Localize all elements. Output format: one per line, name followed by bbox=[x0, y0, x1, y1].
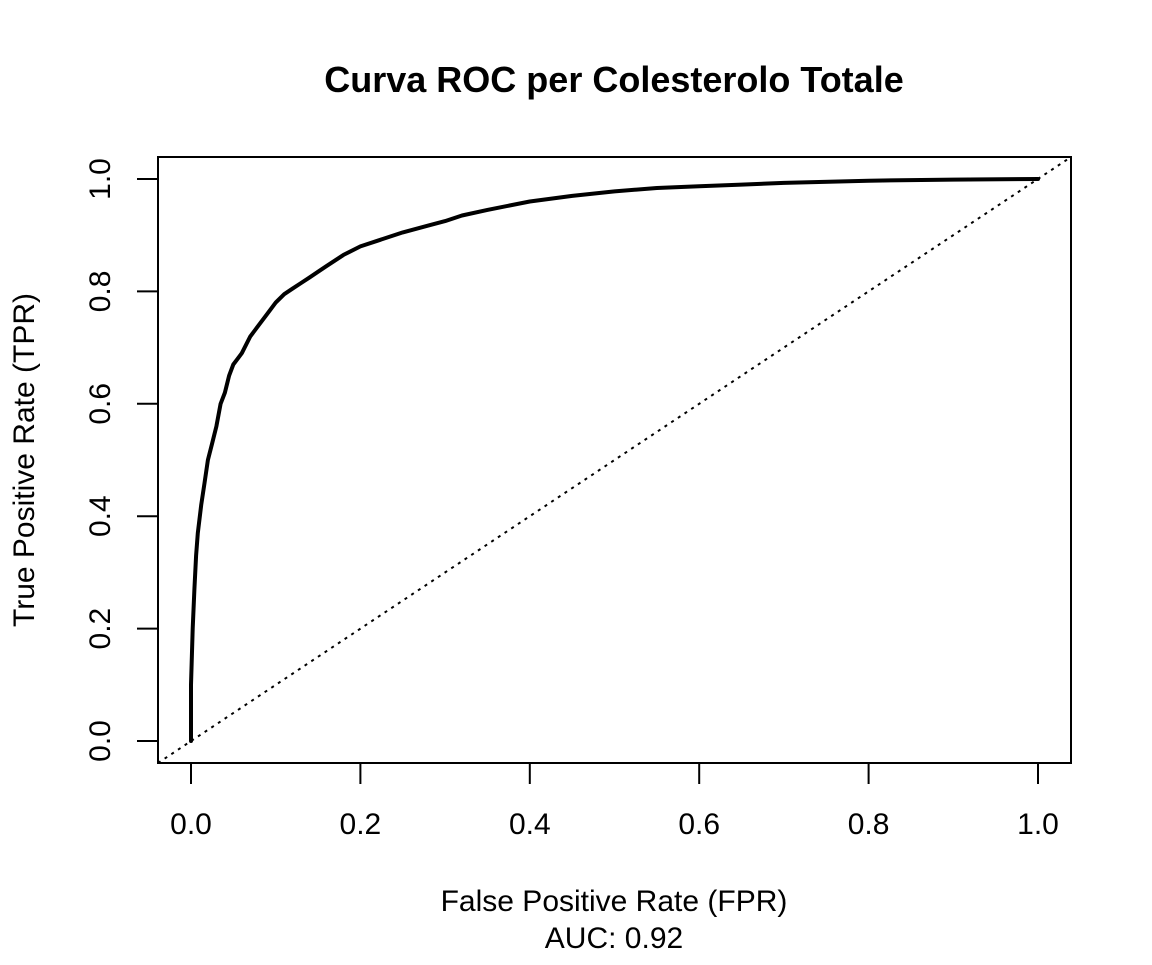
chart-title: Curva ROC per Colesterolo Totale bbox=[324, 59, 903, 100]
roc-curve bbox=[189, 177, 1040, 743]
diagonal-reference-line bbox=[157, 156, 1072, 764]
y-axis: 0.0 0.2 0.4 0.6 0.8 1.0 bbox=[84, 158, 159, 762]
x-axis: 0.0 0.2 0.4 0.6 0.8 1.0 bbox=[170, 762, 1059, 841]
y-tick-label: 0.8 bbox=[84, 271, 117, 313]
x-tick-label: 0.2 bbox=[340, 808, 382, 841]
y-tick-label: 0.2 bbox=[84, 608, 117, 650]
y-tick-label: 1.0 bbox=[84, 158, 117, 200]
x-tick-label: 0.4 bbox=[509, 808, 551, 841]
x-tick-label: 0.8 bbox=[848, 808, 890, 841]
y-tick-label: 0.4 bbox=[84, 495, 117, 537]
plot-frame bbox=[157, 156, 1072, 764]
series-layer bbox=[157, 156, 1072, 764]
auc-label: AUC: 0.92 bbox=[545, 922, 683, 955]
x-axis-label: False Positive Rate (FPR) bbox=[441, 885, 788, 918]
x-tick-label: 0.0 bbox=[170, 808, 212, 841]
y-tick-label: 0.0 bbox=[84, 720, 117, 762]
x-tick-label: 1.0 bbox=[1017, 808, 1059, 841]
y-tick-label: 0.6 bbox=[84, 383, 117, 425]
x-tick-label: 0.6 bbox=[678, 808, 720, 841]
y-axis-label: True Positive Rate (TPR) bbox=[8, 293, 41, 627]
